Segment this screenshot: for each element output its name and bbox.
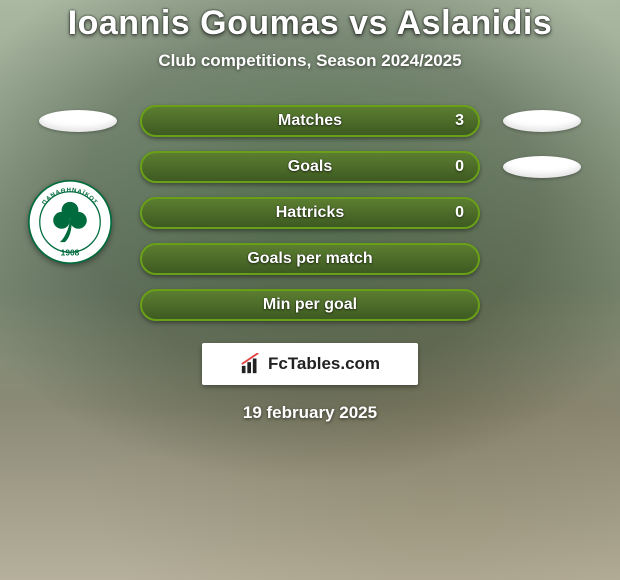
page-subtitle: Club competitions, Season 2024/2025	[0, 51, 620, 71]
stat-label: Goals	[288, 158, 332, 176]
comparison-card: Ioannis Goumas vs Aslanidis Club competi…	[0, 0, 620, 580]
flag-ellipse	[503, 156, 581, 178]
stat-label: Goals per match	[247, 250, 372, 268]
right-flag-slot	[492, 156, 592, 178]
stat-bar: Min per goal	[140, 289, 480, 321]
brand-strip[interactable]: FcTables.com	[202, 343, 418, 385]
stat-row: Matches 3	[0, 105, 620, 137]
right-flag-slot	[492, 110, 592, 132]
page-title: Ioannis Goumas vs Aslanidis	[0, 4, 620, 43]
stat-bar: Goals per match	[140, 243, 480, 275]
brand-text: FcTables.com	[268, 354, 380, 374]
stat-value-right: 3	[455, 112, 464, 130]
stat-value-right: 0	[455, 204, 464, 222]
flag-ellipse	[503, 110, 581, 132]
stat-label: Min per goal	[263, 296, 357, 314]
stat-value-right: 0	[455, 158, 464, 176]
left-flag-slot	[28, 110, 128, 132]
stat-label: Matches	[278, 112, 342, 130]
stat-row: Goals 0	[0, 151, 620, 183]
flag-ellipse	[39, 110, 117, 132]
club-badge: ΠΑΝΑΘΗΝΑΪΚΟΣ 1908	[28, 180, 112, 264]
bar-chart-icon	[240, 353, 262, 375]
stat-row: Min per goal	[0, 289, 620, 321]
svg-text:1908: 1908	[61, 248, 80, 258]
stat-bar: Matches 3	[140, 105, 480, 137]
date-text: 19 february 2025	[0, 403, 620, 423]
stat-bar: Goals 0	[140, 151, 480, 183]
stat-label: Hattricks	[276, 204, 344, 222]
stat-bar: Hattricks 0	[140, 197, 480, 229]
